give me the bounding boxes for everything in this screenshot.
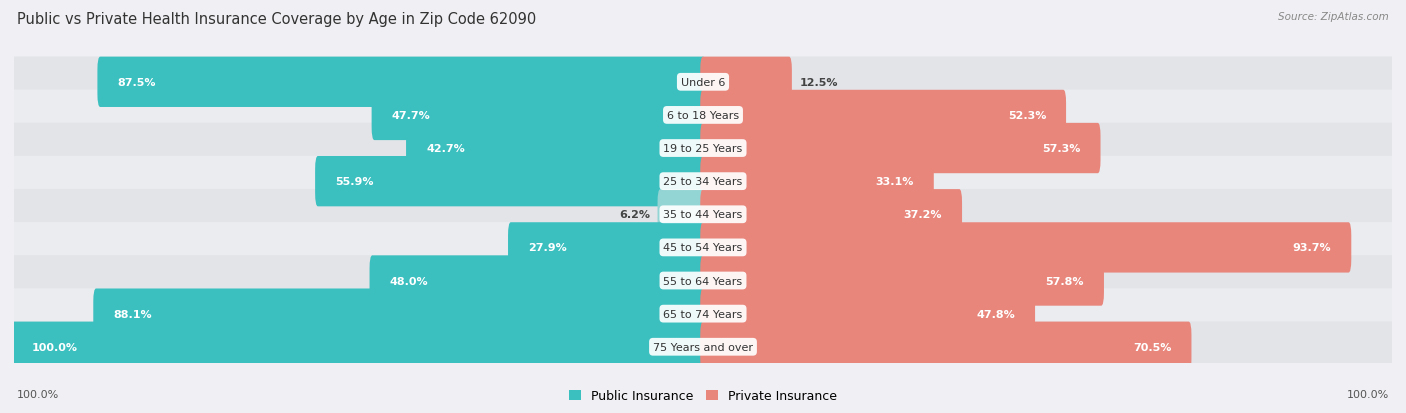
- Text: 33.1%: 33.1%: [876, 177, 914, 187]
- Text: 57.3%: 57.3%: [1042, 144, 1081, 154]
- Text: 47.8%: 47.8%: [976, 309, 1015, 319]
- FancyBboxPatch shape: [700, 256, 1104, 306]
- Text: 75 Years and over: 75 Years and over: [652, 342, 754, 352]
- Text: 93.7%: 93.7%: [1292, 243, 1331, 253]
- FancyBboxPatch shape: [13, 57, 1393, 108]
- Text: 6.2%: 6.2%: [619, 210, 650, 220]
- FancyBboxPatch shape: [700, 123, 1101, 174]
- FancyBboxPatch shape: [700, 322, 1191, 372]
- Text: 37.2%: 37.2%: [904, 210, 942, 220]
- FancyBboxPatch shape: [13, 157, 1393, 207]
- Legend: Public Insurance, Private Insurance: Public Insurance, Private Insurance: [564, 385, 842, 408]
- Text: 12.5%: 12.5%: [800, 78, 838, 88]
- FancyBboxPatch shape: [700, 190, 962, 240]
- Text: 65 to 74 Years: 65 to 74 Years: [664, 309, 742, 319]
- Text: 45 to 54 Years: 45 to 54 Years: [664, 243, 742, 253]
- FancyBboxPatch shape: [13, 90, 1393, 141]
- Text: 6 to 18 Years: 6 to 18 Years: [666, 111, 740, 121]
- Text: 87.5%: 87.5%: [118, 78, 156, 88]
- Text: Under 6: Under 6: [681, 78, 725, 88]
- Text: 25 to 34 Years: 25 to 34 Years: [664, 177, 742, 187]
- Text: 100.0%: 100.0%: [31, 342, 77, 352]
- FancyBboxPatch shape: [13, 256, 1393, 306]
- FancyBboxPatch shape: [13, 322, 1393, 372]
- FancyBboxPatch shape: [93, 289, 706, 339]
- FancyBboxPatch shape: [13, 190, 1393, 240]
- Text: 70.5%: 70.5%: [1133, 342, 1171, 352]
- Text: Source: ZipAtlas.com: Source: ZipAtlas.com: [1278, 12, 1389, 22]
- FancyBboxPatch shape: [700, 223, 1351, 273]
- Text: 100.0%: 100.0%: [17, 389, 59, 399]
- Text: 52.3%: 52.3%: [1008, 111, 1046, 121]
- FancyBboxPatch shape: [508, 223, 706, 273]
- FancyBboxPatch shape: [13, 223, 1393, 273]
- Text: Public vs Private Health Insurance Coverage by Age in Zip Code 62090: Public vs Private Health Insurance Cover…: [17, 12, 536, 27]
- FancyBboxPatch shape: [97, 57, 706, 108]
- FancyBboxPatch shape: [370, 256, 706, 306]
- Text: 27.9%: 27.9%: [529, 243, 567, 253]
- FancyBboxPatch shape: [13, 289, 1393, 339]
- Text: 35 to 44 Years: 35 to 44 Years: [664, 210, 742, 220]
- Text: 100.0%: 100.0%: [1347, 389, 1389, 399]
- Text: 48.0%: 48.0%: [389, 276, 429, 286]
- Text: 57.8%: 57.8%: [1046, 276, 1084, 286]
- FancyBboxPatch shape: [406, 123, 706, 174]
- Text: 55.9%: 55.9%: [335, 177, 374, 187]
- Text: 88.1%: 88.1%: [114, 309, 152, 319]
- FancyBboxPatch shape: [658, 190, 706, 240]
- FancyBboxPatch shape: [700, 157, 934, 207]
- FancyBboxPatch shape: [700, 289, 1035, 339]
- Text: 19 to 25 Years: 19 to 25 Years: [664, 144, 742, 154]
- FancyBboxPatch shape: [11, 322, 706, 372]
- Text: 47.7%: 47.7%: [392, 111, 430, 121]
- FancyBboxPatch shape: [700, 90, 1066, 141]
- Text: 55 to 64 Years: 55 to 64 Years: [664, 276, 742, 286]
- FancyBboxPatch shape: [315, 157, 706, 207]
- FancyBboxPatch shape: [700, 57, 792, 108]
- Text: 42.7%: 42.7%: [426, 144, 465, 154]
- FancyBboxPatch shape: [13, 123, 1393, 174]
- FancyBboxPatch shape: [371, 90, 706, 141]
